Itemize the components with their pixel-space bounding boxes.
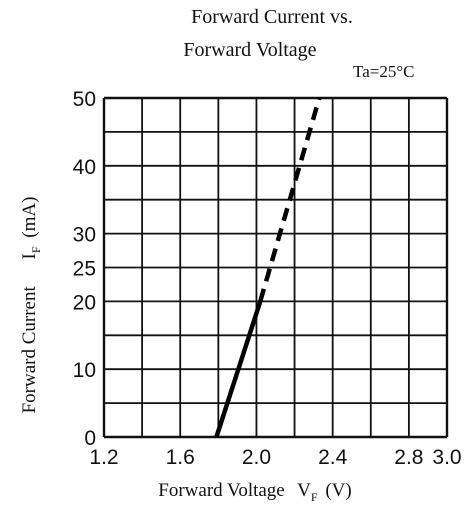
iv-curve-solid-line xyxy=(214,300,263,438)
x-axis-label-prefix: Forward Voltage xyxy=(158,480,284,501)
x-axis-unit: (V) xyxy=(325,480,351,501)
data-series xyxy=(214,97,322,438)
x-tick-label: 3.0 xyxy=(432,446,461,469)
y-tick-label: 0 xyxy=(84,427,96,450)
x-axis-symbol-subscript: F xyxy=(311,490,318,504)
grid xyxy=(102,96,449,439)
y-axis-symbol-subscript: F xyxy=(29,246,43,253)
y-axis-label: Forward Current IF (mA) xyxy=(19,197,45,414)
y-axis-label-prefix: Forward Current xyxy=(19,286,40,414)
y-tick-label: 20 xyxy=(73,291,96,314)
y-tick-label: 10 xyxy=(73,359,96,382)
x-tick-label: 2.0 xyxy=(242,446,271,469)
chart-title-line-1: Forward Current vs. xyxy=(191,6,353,28)
x-axis-label: Forward Voltage VF (V) xyxy=(158,480,351,506)
x-tick-label: 1.6 xyxy=(166,446,195,469)
y-tick-labels: 0 10 20 25 30 40 50 xyxy=(73,88,96,450)
x-tick-labels: 1.2 1.6 2.0 2.4 2.8 3.0 xyxy=(89,446,461,469)
y-tick-label: 30 xyxy=(73,224,96,247)
y-axis-symbol: I xyxy=(19,253,40,259)
x-axis-symbol: V xyxy=(297,480,311,501)
x-tick-label: 2.8 xyxy=(394,446,423,469)
y-tick-label: 40 xyxy=(73,156,96,179)
chart-condition-label: Ta=25°C xyxy=(353,62,414,81)
y-axis-unit: (mA) xyxy=(19,197,40,238)
y-tick-label: 25 xyxy=(73,258,96,281)
iv-curve-dashed-line xyxy=(258,97,322,303)
x-tick-label: 1.2 xyxy=(89,446,118,469)
y-tick-label: 50 xyxy=(73,88,96,111)
x-tick-label: 2.4 xyxy=(318,446,348,469)
chart-title-line-2: Forward Voltage xyxy=(183,39,316,61)
